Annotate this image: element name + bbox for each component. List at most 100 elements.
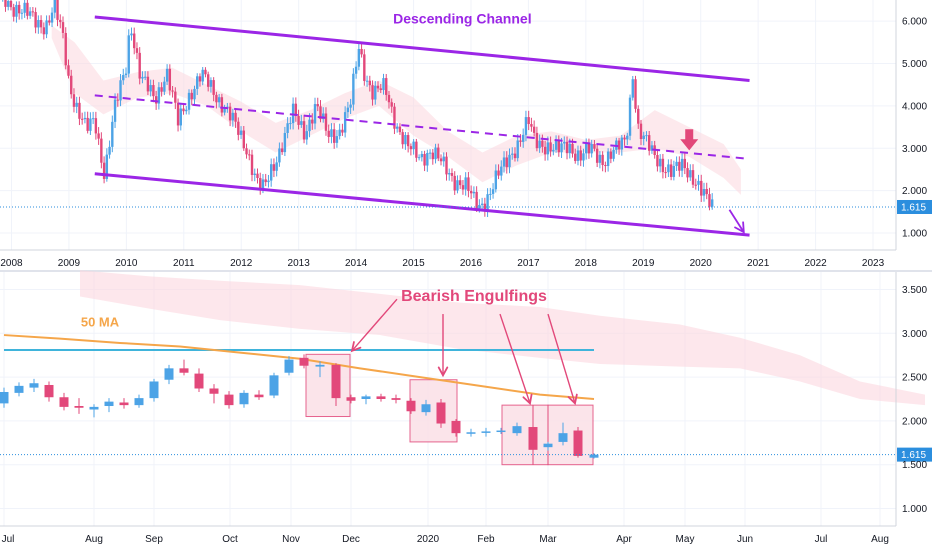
weekly-price-axis[interactable]: 1.000 2.000 3.000 4.000 5.000 6.000 xyxy=(895,0,927,250)
weekly-candle-body xyxy=(70,75,73,95)
weekly-candle-body xyxy=(171,90,174,92)
weekly-candle-body xyxy=(239,130,243,135)
weekly-candle-body xyxy=(656,155,659,167)
daily-annotations: Bearish Engulfings 50 MA xyxy=(81,288,547,329)
weekly-candle-body xyxy=(601,154,604,166)
daily-candle-body xyxy=(0,391,9,404)
weekly-candle-body xyxy=(543,146,547,155)
weekly-candle-body xyxy=(297,116,300,125)
weekly-candle-body xyxy=(675,161,678,167)
weekly-candle-body xyxy=(64,32,67,66)
weekly-candle-body xyxy=(648,135,651,151)
daily-price-axis[interactable]: 1.000 1.500 2.000 2.500 3.000 3.500 xyxy=(895,272,927,526)
weekly-candle-body xyxy=(390,102,393,107)
weekly-x-tick-label: 2012 xyxy=(230,258,253,269)
weekly-candle-body xyxy=(31,11,35,13)
weekly-candle-body xyxy=(187,92,191,110)
weekly-candle-body xyxy=(563,141,566,144)
weekly-candle-body xyxy=(341,129,344,133)
daily-candle-body xyxy=(224,394,234,406)
weekly-candle-body xyxy=(568,143,571,154)
engulfing-arrow-head xyxy=(437,366,449,378)
daily-grid xyxy=(0,272,896,526)
pink-down-arrow xyxy=(680,129,699,151)
weekly-candle-body xyxy=(590,144,593,154)
weekly-candle-body xyxy=(363,54,366,81)
weekly-candle-body xyxy=(119,80,122,101)
weekly-candle-body xyxy=(7,0,10,7)
weekly-candle-body xyxy=(393,106,396,129)
weekly-candle-body xyxy=(4,0,7,7)
daily-candle-body xyxy=(134,398,144,406)
weekly-candle-body xyxy=(604,165,607,167)
weekly-candle-body xyxy=(163,81,166,92)
weekly-candle-body xyxy=(579,150,582,161)
daily-candle-body xyxy=(254,394,264,398)
weekly-candle-body xyxy=(552,149,555,152)
weekly-candle-body xyxy=(319,106,322,120)
weekly-candle-body xyxy=(182,108,185,112)
weekly-candle-body xyxy=(478,204,481,209)
weekly-candle-body xyxy=(75,102,78,107)
weekly-candle-body xyxy=(212,80,215,95)
descending-channel-label: Descending Channel xyxy=(393,10,531,26)
weekly-x-tick-label: 2019 xyxy=(632,258,655,269)
weekly-candle-body xyxy=(371,85,374,100)
daily-candle-body xyxy=(391,398,401,400)
daily-x-tick-label: Aug xyxy=(871,534,889,545)
daily-candle-body xyxy=(346,397,356,401)
weekly-candle-body xyxy=(574,153,577,161)
weekly-candle-body xyxy=(467,177,470,191)
weekly-candle-body xyxy=(332,129,336,143)
bearish-engulfings-label: Bearish Engulfings xyxy=(401,288,547,305)
weekly-candle-body xyxy=(302,121,306,140)
weekly-candle-body xyxy=(571,143,574,154)
daily-candle-body xyxy=(29,383,39,388)
daily-candle-body xyxy=(406,400,416,412)
weekly-candle-body xyxy=(37,20,40,28)
weekly-candle-body xyxy=(667,164,670,173)
weekly-candle-body xyxy=(97,133,100,139)
weekly-x-tick-label: 2017 xyxy=(517,258,540,269)
weekly-candle-body xyxy=(9,0,13,8)
weekly-candle-body xyxy=(327,130,330,137)
weekly-candle-body xyxy=(206,74,210,87)
weekly-x-tick-label: 2014 xyxy=(345,258,368,269)
weekly-x-tick-label: 2022 xyxy=(804,258,827,269)
weekly-candle-body xyxy=(234,112,237,122)
weekly-candle-body xyxy=(650,145,654,151)
weekly-candle-body xyxy=(275,162,278,171)
weekly-y-tick-label: 4.000 xyxy=(902,101,927,112)
weekly-candle-body xyxy=(483,203,487,211)
daily-candle-body xyxy=(44,384,54,398)
weekly-candle-body xyxy=(639,123,643,140)
weekly-candle-body xyxy=(535,132,539,149)
weekly-annotations: Descending Channel xyxy=(393,10,531,26)
weekly-candle-body xyxy=(264,179,267,183)
weekly-candle-body xyxy=(582,153,585,161)
weekly-time-axis[interactable]: 2008 2009 2010 2011 2012 2013 2014 2015 2016 2017… xyxy=(0,249,896,269)
engulfing-box xyxy=(501,404,549,466)
weekly-candle-body xyxy=(324,113,328,131)
weekly-candle-body xyxy=(335,136,339,143)
weekly-candle-body xyxy=(437,147,440,159)
weekly-candle-body xyxy=(141,76,144,79)
daily-x-tick-label: May xyxy=(676,534,695,545)
weekly-x-tick-label: 2016 xyxy=(460,258,483,269)
weekly-candle-body xyxy=(560,143,563,153)
weekly-candle-body xyxy=(546,142,550,155)
daily-time-axis[interactable]: Jul Aug Sep Oct Nov Dec 2020 Feb Mar Apr May Jun Jul… xyxy=(0,525,896,545)
weekly-candle-body xyxy=(343,112,347,133)
daily-x-tick-label: Jun xyxy=(737,534,753,545)
weekly-candle-body xyxy=(286,123,289,133)
daily-candle-body xyxy=(299,357,309,366)
weekly-candle-body xyxy=(387,94,391,103)
weekly-candle-body xyxy=(223,108,226,113)
weekly-candle-body xyxy=(28,11,32,16)
weekly-candle-body xyxy=(423,153,426,166)
weekly-candle-body xyxy=(634,79,637,109)
weekly-candle-body xyxy=(179,108,182,126)
weekly-candle-body xyxy=(23,2,26,13)
weekly-candle-body xyxy=(420,153,424,158)
weekly-candle-body xyxy=(631,79,634,98)
